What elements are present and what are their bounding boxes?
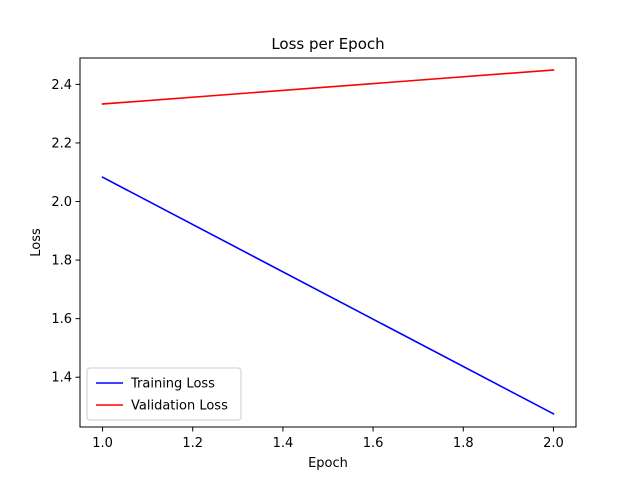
series-line-1 bbox=[101, 69, 555, 105]
x-tick-label: 1.4 bbox=[273, 436, 294, 451]
y-tick-label: 2.4 bbox=[51, 78, 72, 93]
legend-label-0: Training Loss bbox=[130, 377, 215, 392]
series-line-0 bbox=[101, 176, 555, 415]
x-tick-label: 1.0 bbox=[92, 436, 113, 451]
x-axis-ticks: 1.0 1.2 1.4 1.6 1.8 2.0 bbox=[92, 427, 564, 451]
y-tick-label: 1.4 bbox=[51, 371, 72, 386]
legend: Training Loss Validation Loss bbox=[86, 367, 242, 421]
y-tick-label: 1.8 bbox=[51, 254, 72, 269]
x-tick-label: 1.2 bbox=[182, 436, 203, 451]
x-tick-label: 2.0 bbox=[543, 436, 564, 451]
legend-box bbox=[86, 367, 242, 421]
x-tick-label: 1.8 bbox=[453, 436, 474, 451]
y-tick-label: 1.6 bbox=[51, 312, 72, 327]
y-axis-label: Loss bbox=[29, 228, 44, 257]
plot-frame bbox=[79, 57, 577, 428]
x-axis-label: Epoch bbox=[308, 456, 348, 471]
y-tick-label: 2.2 bbox=[51, 136, 72, 151]
chart-title: Loss per Epoch bbox=[271, 35, 384, 53]
x-tick-label: 1.6 bbox=[363, 436, 384, 451]
y-axis-ticks: 1.4 1.6 1.8 2.0 2.2 2.4 bbox=[51, 78, 80, 386]
plot-area bbox=[80, 58, 576, 427]
series-layer bbox=[101, 69, 555, 415]
legend-label-1: Validation Loss bbox=[131, 399, 228, 414]
y-tick-label: 2.0 bbox=[51, 195, 72, 210]
